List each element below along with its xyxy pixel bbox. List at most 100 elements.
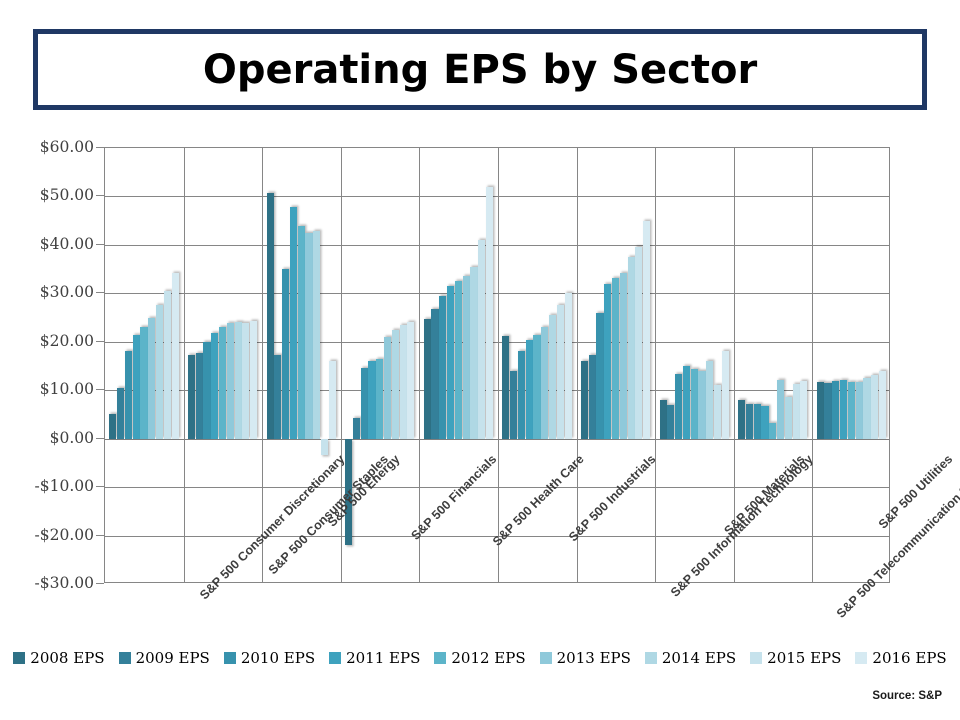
- gridline-vertical: [577, 148, 578, 582]
- bar: [454, 281, 462, 439]
- bar: [564, 293, 572, 439]
- bar: [187, 354, 196, 439]
- y-axis-tick-mark: [96, 340, 104, 342]
- gridline-vertical: [184, 148, 185, 582]
- bar: [478, 240, 486, 439]
- bar-cluster: [655, 148, 734, 582]
- gridline-horizontal: [105, 390, 889, 392]
- bar: [855, 381, 863, 439]
- chart-title-box: Operating EPS by Sector: [33, 29, 927, 110]
- bar: [313, 231, 321, 439]
- legend-swatch-icon: [539, 652, 552, 664]
- bar-cluster: [577, 148, 656, 582]
- bar: [219, 327, 227, 439]
- bar: [195, 352, 203, 439]
- bar: [690, 369, 698, 439]
- gridline-horizontal: [105, 244, 889, 246]
- y-axis-tick-label: -$10.00: [34, 477, 94, 496]
- legend-label: 2009 EPS: [135, 649, 210, 667]
- bar: [383, 336, 392, 439]
- bar: [619, 272, 627, 439]
- bar: [604, 283, 612, 439]
- bar: [840, 379, 848, 439]
- source-note: Source: S&P: [872, 690, 942, 702]
- legend-item[interactable]: 2014 EPS: [644, 649, 737, 667]
- bar: [675, 374, 683, 439]
- legend-label: 2013 EPS: [556, 649, 631, 667]
- legend-label: 2014 EPS: [661, 649, 737, 667]
- legend-swatch-icon: [13, 652, 26, 664]
- y-axis-tick-label: -$30.00: [34, 574, 94, 592]
- bar: [510, 370, 518, 439]
- legend-label: 2015 EPS: [767, 649, 842, 667]
- legend-item[interactable]: 2015 EPS: [750, 649, 841, 667]
- bar: [753, 403, 761, 439]
- y-axis-tick-mark: [96, 147, 104, 148]
- legend-swatch-icon: [644, 652, 657, 664]
- bar: [368, 361, 376, 439]
- bar: [439, 295, 447, 439]
- bar: [399, 324, 407, 439]
- zero-line: [105, 438, 889, 440]
- bar: [155, 305, 164, 439]
- y-axis-tick-mark: [96, 486, 104, 488]
- bar-cluster: [184, 148, 263, 582]
- bar: [211, 333, 219, 439]
- legend-item[interactable]: 2012 EPS: [434, 649, 526, 667]
- bar-cluster: [498, 148, 577, 582]
- y-axis-tick-mark: [96, 243, 104, 245]
- legend-swatch-icon: [223, 652, 236, 664]
- bar-cluster: [341, 148, 420, 582]
- bar: [548, 315, 557, 439]
- legend-item[interactable]: 2008 EPS: [13, 649, 105, 667]
- bar: [297, 225, 305, 439]
- bar-cluster: [812, 148, 891, 582]
- bar: [423, 318, 431, 439]
- bar: [525, 340, 533, 439]
- gridline-vertical: [655, 148, 656, 582]
- legend-item[interactable]: 2013 EPS: [539, 649, 631, 667]
- chart-legend: 2008 EPS 2009 EPS 2010 EPS 2011 EPS 2012 EPS…: [0, 645, 960, 671]
- bar: [163, 290, 171, 439]
- bar: [124, 351, 133, 439]
- y-axis-tick-label: $30.00: [39, 283, 94, 302]
- bar: [250, 321, 258, 439]
- y-axis-tick-label: $20.00: [39, 331, 94, 350]
- bar: [878, 370, 887, 439]
- gridline-horizontal: [105, 196, 889, 198]
- bar: [627, 257, 635, 439]
- bar: [738, 399, 746, 439]
- legend-label: 2012 EPS: [451, 649, 526, 667]
- legend-item[interactable]: 2016 EPS: [855, 649, 947, 667]
- bar: [541, 327, 549, 439]
- legend-swatch-icon: [750, 652, 763, 664]
- bar: [800, 380, 808, 439]
- legend-swatch-icon: [855, 652, 868, 664]
- bar: [659, 399, 667, 439]
- bar: [226, 323, 234, 439]
- y-axis-tick-mark: [96, 583, 104, 584]
- legend-item[interactable]: 2010 EPS: [223, 649, 315, 667]
- legend-item[interactable]: 2011 EPS: [329, 649, 420, 667]
- legend-item[interactable]: 2009 EPS: [118, 649, 210, 667]
- bar-cluster: [734, 148, 813, 582]
- y-axis-tick-label: -$20.00: [34, 525, 94, 544]
- gridline-horizontal: [105, 487, 889, 489]
- bar: [698, 370, 706, 439]
- bar: [148, 317, 156, 439]
- y-axis-tick-mark: [96, 389, 104, 391]
- y-axis-tick-mark: [96, 534, 104, 536]
- gridline-vertical: [498, 148, 499, 582]
- gridline-vertical: [812, 148, 813, 582]
- bar: [140, 327, 148, 439]
- gridline-vertical: [734, 148, 735, 582]
- bar: [580, 360, 589, 439]
- bar: [274, 354, 282, 439]
- bar-cluster: [419, 148, 498, 582]
- bar: [132, 334, 140, 439]
- gridline-vertical: [341, 148, 342, 582]
- bar: [612, 277, 620, 439]
- gridline-horizontal: [105, 535, 889, 537]
- bar: [769, 422, 777, 439]
- chart-container: $60.00 $50.00 $40.00 $30.00 $20.00 $10.00 $0.0…: [0, 130, 960, 690]
